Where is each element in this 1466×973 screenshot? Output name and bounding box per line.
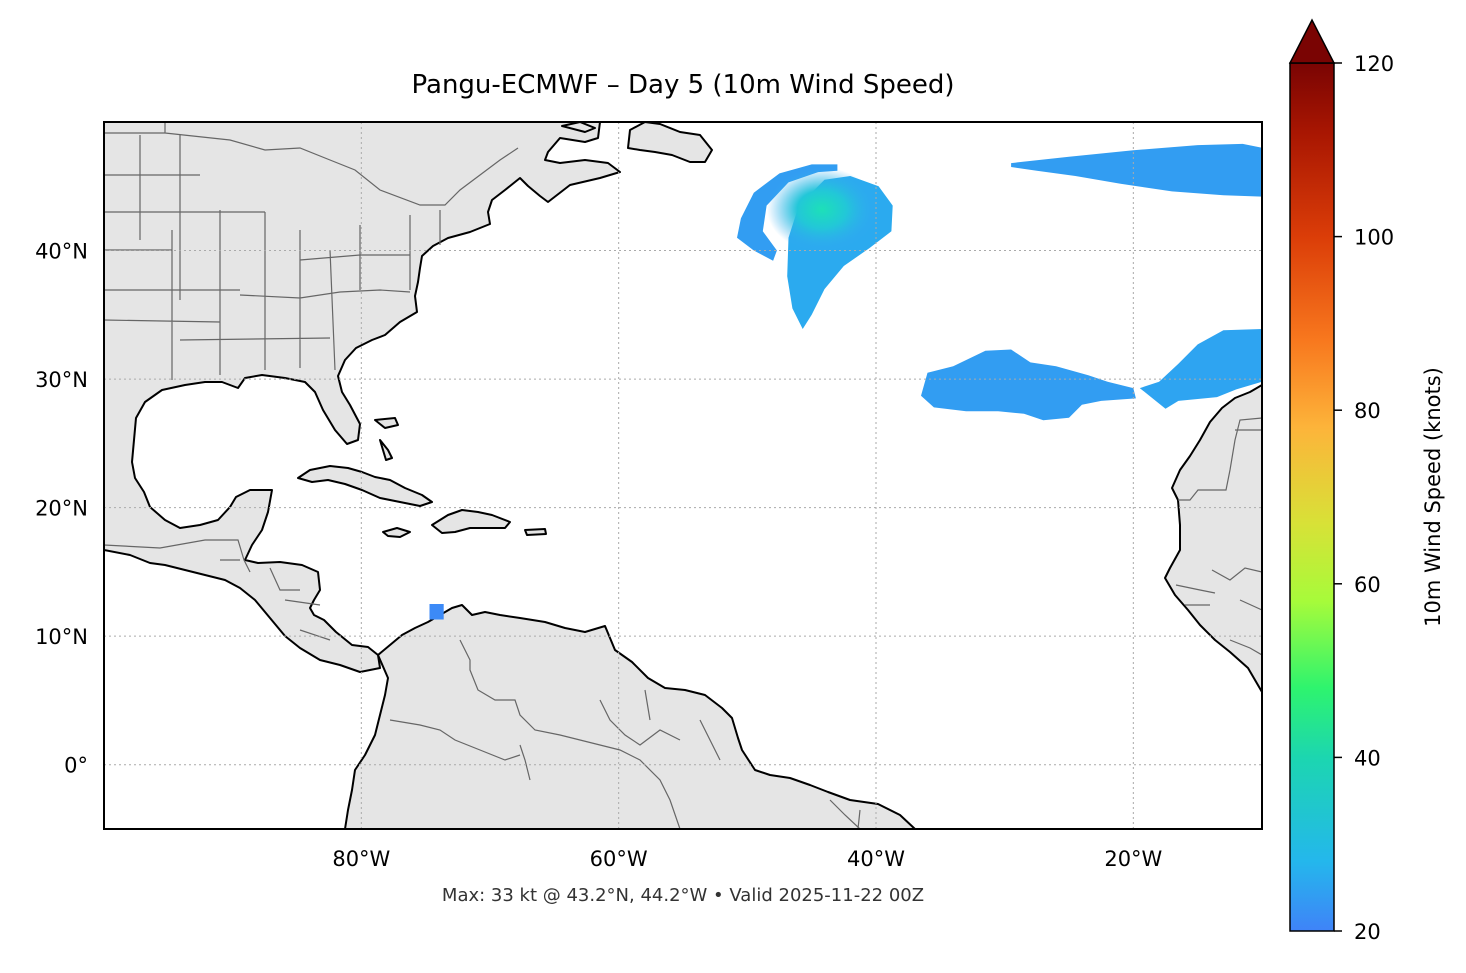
land-layer	[104, 122, 1262, 829]
wind-region-speck	[429, 604, 444, 620]
x-tick-label: 40°W	[847, 847, 905, 871]
wind-region-crescent	[737, 164, 838, 261]
south-america-land	[344, 604, 916, 829]
axis-labels: 80°W 60°W 40°W 20°W 40°N 30°N 20°N 10°N 0°	[35, 240, 1162, 871]
y-tick-label: 40°N	[35, 240, 88, 264]
y-tick-label: 0°	[64, 754, 88, 778]
africa-borders	[1175, 417, 1262, 656]
colorbar-tick-label: 100	[1354, 226, 1394, 250]
newfoundland	[627, 122, 713, 163]
colorbar-extend-arrow	[1288, 18, 1336, 64]
x-tick-label: 80°W	[332, 847, 390, 871]
colorbar-tick-label: 120	[1354, 52, 1394, 76]
anticosti	[561, 122, 596, 133]
us-canada-border	[104, 122, 519, 206]
y-tick-label: 30°N	[35, 368, 88, 392]
puerto-rico	[524, 528, 547, 536]
colorbar-gradient	[1289, 62, 1335, 932]
colorbar: 20 40 60 80 100 120 10m Wind Speed (knots)	[1288, 18, 1445, 944]
colorbar-label: 10m Wind Speed (knots)	[1421, 367, 1445, 627]
colorbar-ticks: 20 40 60 80 100 120	[1334, 52, 1394, 944]
chart-title: Pangu-ECMWF – Day 5 (10m Wind Speed)	[411, 70, 955, 100]
hispaniola	[431, 509, 511, 534]
cuba	[297, 465, 433, 507]
state-borders	[104, 122, 1262, 829]
south-america-borders	[389, 639, 861, 829]
x-tick-label: 60°W	[590, 847, 648, 871]
wind-region-north-band	[1011, 143, 1262, 197]
y-tick-label: 20°N	[35, 497, 88, 521]
colorbar-tick-label: 40	[1354, 746, 1381, 770]
mexico-guatemala-lines	[104, 539, 331, 641]
north-america-land	[104, 122, 621, 673]
y-tick-label: 10°N	[35, 625, 88, 649]
wind-region-core-max	[766, 167, 877, 252]
wind-region-central-band	[921, 349, 1136, 421]
colorbar-tick-label: 80	[1354, 399, 1381, 423]
colorbar-tick-label: 60	[1354, 573, 1381, 597]
chart-footnote: Max: 33 kt @ 43.2°N, 44.2°W • Valid 2025…	[441, 885, 925, 906]
us-state-lines	[104, 135, 441, 380]
africa-land	[1164, 384, 1262, 693]
map-frame	[103, 121, 1263, 830]
wind-speed-layer	[429, 143, 1262, 620]
jamaica	[382, 527, 411, 538]
colorbar-tick-label: 20	[1354, 920, 1381, 944]
gridlines	[104, 122, 1262, 829]
bahamas	[374, 417, 399, 461]
wind-region-east-band	[1139, 329, 1262, 409]
x-tick-label: 20°W	[1104, 847, 1162, 871]
